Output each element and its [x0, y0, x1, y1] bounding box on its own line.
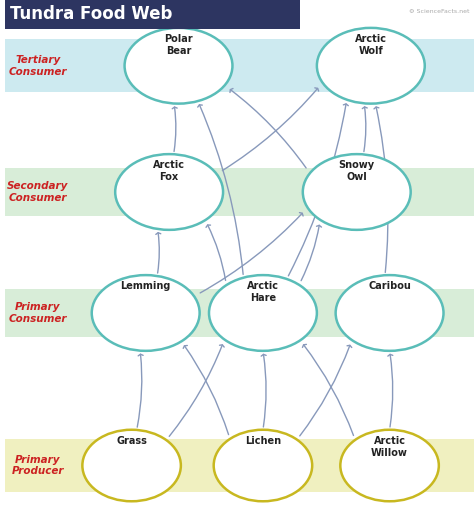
- Bar: [5, 439, 474, 492]
- Ellipse shape: [82, 430, 181, 501]
- Text: Snowy: Snowy: [339, 160, 375, 170]
- Text: Tundra Food Web: Tundra Food Web: [9, 5, 172, 24]
- Ellipse shape: [340, 430, 439, 501]
- Ellipse shape: [336, 275, 444, 351]
- Bar: [5, 39, 474, 92]
- Text: Lichen: Lichen: [245, 436, 281, 446]
- Text: Primary
Producer: Primary Producer: [11, 454, 64, 477]
- Text: Hare: Hare: [250, 293, 276, 303]
- Ellipse shape: [92, 275, 200, 351]
- Ellipse shape: [125, 28, 232, 104]
- Text: Arctic: Arctic: [153, 160, 185, 170]
- Text: Lemming: Lemming: [120, 281, 171, 291]
- Text: Bear: Bear: [166, 46, 191, 56]
- Text: Grass: Grass: [116, 436, 147, 446]
- Text: Caribou: Caribou: [368, 281, 411, 291]
- Text: Primary
Consumer: Primary Consumer: [9, 302, 67, 324]
- Text: Arctic: Arctic: [247, 281, 279, 291]
- Text: Secondary
Consumer: Secondary Consumer: [7, 181, 68, 203]
- Bar: [5, 289, 474, 337]
- Text: Willow: Willow: [371, 448, 408, 458]
- Text: Arctic: Arctic: [355, 34, 387, 44]
- Text: Wolf: Wolf: [358, 46, 383, 56]
- Text: Polar: Polar: [164, 34, 193, 44]
- Text: Arctic: Arctic: [374, 436, 406, 446]
- Bar: [5, 168, 474, 216]
- Bar: [5, 0, 301, 29]
- Ellipse shape: [209, 275, 317, 351]
- Ellipse shape: [303, 154, 410, 230]
- Text: ⚙ ScienceFacts.net: ⚙ ScienceFacts.net: [409, 9, 469, 14]
- Text: Owl: Owl: [346, 172, 367, 182]
- Text: Tertiary
Consumer: Tertiary Consumer: [9, 55, 67, 77]
- Ellipse shape: [214, 430, 312, 501]
- Ellipse shape: [115, 154, 223, 230]
- Text: Fox: Fox: [160, 172, 179, 182]
- Ellipse shape: [317, 28, 425, 104]
